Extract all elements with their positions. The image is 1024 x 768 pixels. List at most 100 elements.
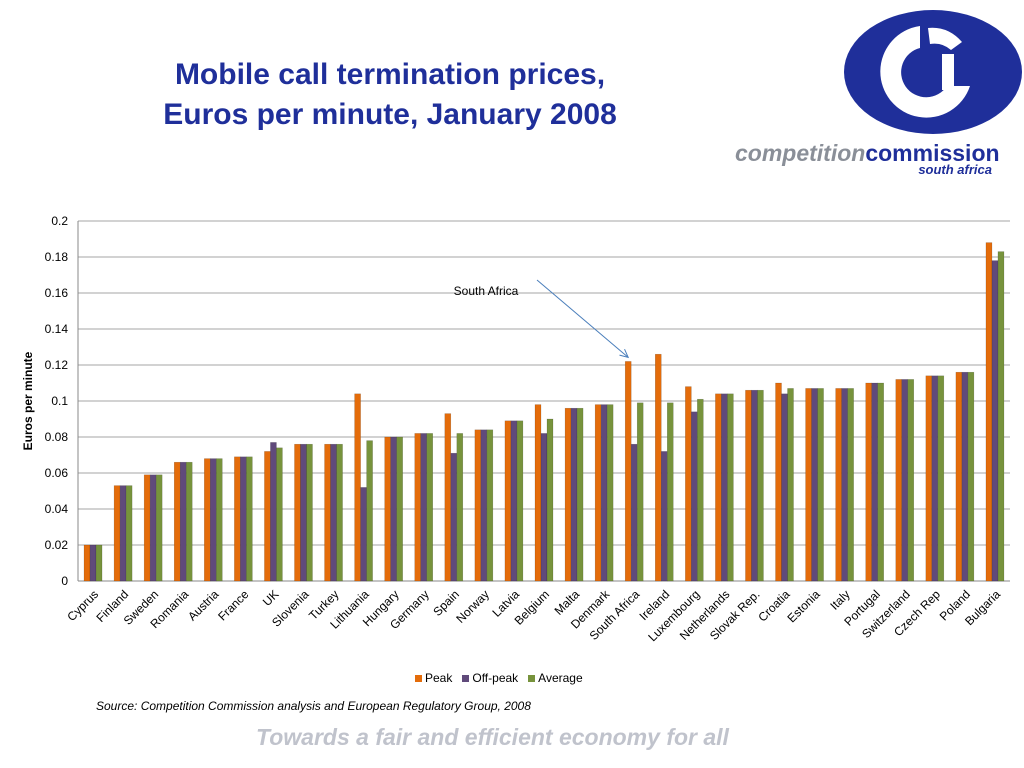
y-tick-label: 0.1 [51,394,68,408]
bar-off-peak-sweden [149,474,157,582]
bar-off-peak-poland [961,371,969,582]
bar-off-peak-uk [270,442,277,582]
brand-name: competitioncommission [735,141,1015,165]
bar-peak-uk [264,451,271,582]
y-tick-label: 0.06 [45,466,69,480]
bar-off-peak-denmark [600,404,608,582]
y-tick-label: 0.12 [45,358,69,372]
bar-average-hungary [396,436,403,582]
bar-peak-latvia [504,420,512,582]
legend-label-off-peak: Off-peak [472,671,519,685]
bar-off-peak-cyprus [89,544,97,582]
brand-name-light: competition [735,140,866,166]
brand-name-dark: commission [865,140,1000,166]
tagline: Towards a fair and efficient economy for… [256,724,729,750]
bar-peak-sweden [143,474,151,582]
y-tick-label: 0.02 [45,538,69,552]
bar-peak-italy [835,388,842,582]
bar-average-portugal [877,382,884,582]
bar-average-croatia [787,388,794,582]
bar-average-belgium [546,418,554,582]
bar-off-peak-slovak-rep [751,389,758,582]
bar-average-netherlands [727,393,734,582]
bar-average-luxembourg [697,398,704,582]
competition-commission-logo-icon [844,10,1022,134]
bar-off-peak-finland [119,485,127,582]
bar-off-peak-switzerland [901,379,909,582]
x-tick-label-norway: Norway [453,587,492,626]
chart-legend: Peak Off-peak Average [415,671,583,685]
bar-average-bulgaria [997,251,1005,582]
bar-peak-slovenia [294,443,301,582]
bar-average-estonia [817,388,824,582]
bar-peak-luxembourg [685,386,692,582]
bar-off-peak-ireland [661,451,668,582]
bar-average-norway [486,429,494,582]
legend-item-off-peak: Off-peak [462,671,518,685]
bar-peak-poland [955,371,963,582]
bar-average-czech-rep [937,375,945,582]
y-tick-label: 0 [61,574,68,588]
bar-average-italy [847,388,854,582]
bar-peak-slovak-rep [745,389,752,582]
legend-swatch-off-peak [462,674,470,682]
bar-peak-finland [113,485,121,582]
legend-item-average: Average [528,671,583,685]
y-tick-label: 0.04 [45,502,69,516]
title-line-2: Euros per minute, January 2008 [163,98,617,131]
bar-off-peak-spain [450,452,458,582]
x-tick-label-estonia: Estonia [784,587,822,625]
bar-off-peak-portugal [871,382,878,582]
title-line-1: Mobile call termination prices, [174,58,606,91]
bar-peak-cyprus [83,544,91,582]
bar-off-peak-france [240,456,247,582]
slide-title: Mobile call termination prices, Euros pe… [90,55,690,135]
bar-average-lithuania [366,440,373,582]
bar-average-poland [967,371,975,582]
bar-average-france [246,456,253,582]
bar-off-peak-lithuania [360,487,367,582]
bar-chart: 0 0.02 0.04 0.06 0.08 0.1 0.12 0.14 0.16 0.18 0.2 E… [21,214,1010,644]
bar-average-germany [426,433,433,582]
bar-average-romania [185,461,193,582]
bar-average-denmark [606,404,614,582]
bar-peak-croatia [775,382,782,582]
bar-off-peak-belgium [540,433,548,582]
annotation-label: South Africa [454,284,519,298]
y-tick-label: 0.2 [51,214,68,228]
bar-off-peak-hungary [390,436,397,582]
bar-average-uk [276,447,283,582]
bar-peak-ireland [655,353,662,582]
bar-peak-turkey [324,443,331,582]
x-tick-label-italy: Italy [827,587,852,612]
bar-peak-belgium [534,404,542,582]
y-tick-label: 0.18 [45,250,69,264]
bar-off-peak-croatia [781,393,788,582]
annotation-arrow-line [536,279,629,358]
bar-average-switzerland [907,379,915,582]
bar-average-latvia [516,420,524,582]
legend-label-peak: Peak [425,671,453,685]
bar-average-malta [576,407,584,582]
bar-off-peak-slovenia [300,443,307,582]
bar-off-peak-luxembourg [691,411,698,582]
bar-off-peak-malta [570,407,578,582]
bar-peak-france [234,456,241,582]
bar-peak-czech-rep [925,375,933,582]
bar-average-austria [216,458,223,582]
bar-average-sweden [155,474,163,582]
source-note: Source: Competition Commission analysis … [96,699,531,713]
bar-peak-switzerland [895,379,903,582]
bar-peak-germany [414,433,421,582]
bar-off-peak-germany [420,433,427,582]
bar-off-peak-estonia [811,388,818,582]
bar-average-south-africa [636,402,644,582]
bar-average-cyprus [95,544,103,582]
bar-off-peak-romania [179,461,187,582]
legend-item-peak: Peak [415,671,452,685]
bar-off-peak-austria [210,458,217,582]
bar-peak-hungary [384,436,391,582]
bar-peak-portugal [865,382,872,582]
bar-peak-austria [204,458,211,582]
y-tick-label: 0.08 [45,430,69,444]
